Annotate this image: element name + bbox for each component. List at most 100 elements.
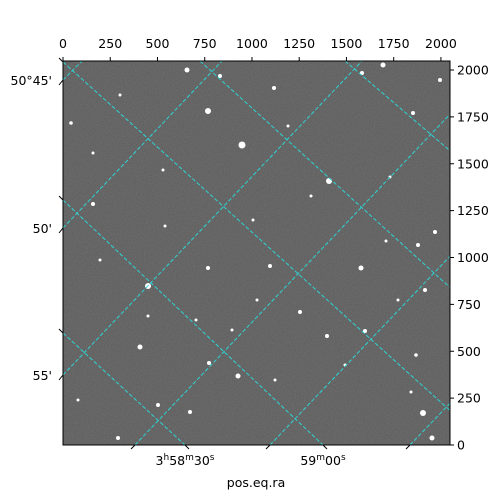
ra-label-part: s <box>210 453 215 463</box>
x-tick-label: 0 <box>59 36 67 51</box>
star <box>194 318 198 322</box>
y-tick-label: 1500 <box>457 156 489 171</box>
star <box>423 288 427 292</box>
star <box>380 62 386 68</box>
dec-tick <box>130 444 136 450</box>
ra-grid-line <box>344 61 450 152</box>
ra-label-part: 3 <box>156 453 164 468</box>
star <box>298 310 302 314</box>
y-tick-label: 1250 <box>457 203 489 218</box>
dec-grid-line <box>134 113 450 445</box>
ra-grid-line <box>199 61 450 289</box>
star <box>238 141 246 149</box>
image-frame <box>62 60 451 446</box>
star <box>146 314 150 318</box>
x-tick-label: 750 <box>193 36 217 51</box>
image-noise <box>63 61 450 445</box>
star <box>416 243 420 247</box>
star <box>251 218 255 222</box>
y-tick-label: 1000 <box>457 250 489 265</box>
ra-tick <box>58 328 64 334</box>
y-tick-label: 750 <box>457 297 481 312</box>
ra-tick <box>184 444 190 450</box>
y-tick-label: 1750 <box>457 109 489 124</box>
y-tick-label: 2000 <box>457 63 489 78</box>
x-tick-label: 1750 <box>378 36 410 51</box>
star <box>286 124 290 128</box>
dec-tick <box>405 444 411 450</box>
star <box>409 390 413 394</box>
y-tick-label: 250 <box>457 391 481 406</box>
ra-grid-line <box>63 199 324 445</box>
star <box>156 403 160 407</box>
star <box>163 224 167 228</box>
star <box>433 230 437 234</box>
x-tick-label: 1250 <box>283 36 315 51</box>
star <box>207 361 211 365</box>
ra-grid-line <box>63 332 186 445</box>
star <box>325 334 329 338</box>
ra-label-part: 30 <box>194 453 210 468</box>
star <box>137 344 143 350</box>
ra-tick <box>322 444 328 450</box>
ra-label-part: 58 <box>169 453 185 468</box>
ra-label-part: m <box>316 453 325 463</box>
star <box>206 266 210 270</box>
star <box>118 93 122 97</box>
star <box>272 86 276 90</box>
star <box>69 121 73 125</box>
dec-grid-line <box>269 255 450 445</box>
ra-label-part: 59 <box>300 453 316 468</box>
y-tick-label: 0 <box>457 438 465 453</box>
dec-label: 50' <box>33 221 52 236</box>
x-axis-label: pos.eq.ra <box>227 475 285 490</box>
star <box>309 194 313 198</box>
star <box>396 298 400 302</box>
y-tick-label: 500 <box>457 344 481 359</box>
x-tick-label: 1000 <box>236 36 268 51</box>
dec-tick <box>58 227 64 234</box>
coordinate-grid <box>63 61 450 445</box>
star <box>429 435 435 441</box>
dec-grid-line <box>63 61 363 376</box>
dec-tick <box>58 79 64 86</box>
dec-label: 55' <box>33 368 52 383</box>
star <box>268 264 272 268</box>
star <box>161 168 165 172</box>
star <box>230 328 234 332</box>
star <box>116 436 120 440</box>
ra-grid-line <box>63 61 450 412</box>
star <box>420 410 426 416</box>
ra-label-part: s <box>341 453 346 463</box>
star <box>384 239 388 243</box>
dec-label: 50°45' <box>11 73 53 88</box>
ra-label-part: 00 <box>325 453 341 468</box>
x-tick-label: 1500 <box>331 36 363 51</box>
x-tick-label: 500 <box>146 36 170 51</box>
star <box>205 108 211 114</box>
dec-grid-line <box>63 61 83 81</box>
star <box>188 410 192 414</box>
star <box>326 178 332 184</box>
star <box>363 329 367 333</box>
x-tick-label: 2000 <box>425 36 457 51</box>
star <box>91 151 95 155</box>
star <box>360 71 364 75</box>
star <box>438 78 442 82</box>
ra-tick <box>58 57 64 63</box>
x-tick-label: 250 <box>98 36 122 51</box>
ra-tick <box>58 195 64 201</box>
ra-label-part: m <box>185 453 194 463</box>
dec-tick <box>265 444 271 450</box>
star <box>411 111 415 115</box>
star <box>91 202 95 206</box>
star <box>255 298 259 302</box>
star <box>414 353 418 357</box>
dec-grid-line <box>409 402 450 445</box>
star <box>235 373 241 379</box>
ra-label: 59m00s <box>300 453 346 468</box>
star <box>184 67 190 73</box>
star <box>358 265 364 271</box>
